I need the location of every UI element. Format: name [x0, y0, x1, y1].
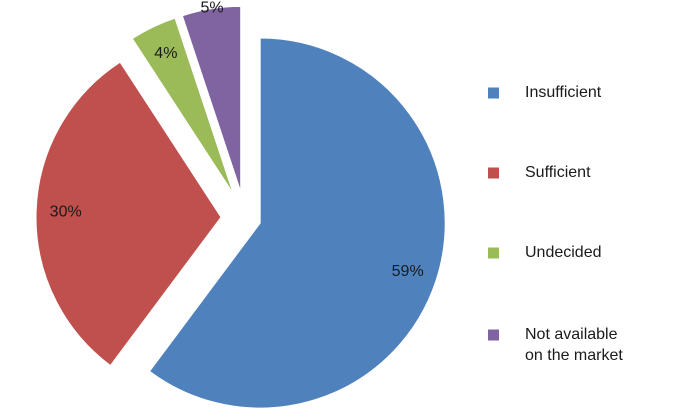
slice-label-not-available-on-the-market: 5%	[200, 0, 223, 16]
legend-label-sufficient: Sufficient	[525, 164, 591, 181]
legend-label-undecided: Undecided	[525, 244, 602, 261]
legend-swatch-undecided	[488, 247, 499, 259]
pie-slice-labels: 59% 30% 4% 5%	[50, 0, 424, 280]
pie-slice-insufficient	[148, 37, 446, 409]
legend-label-not-available-on-the-market-line-1: Not available	[525, 326, 618, 343]
pie-slice-not-available-on-the-market	[181, 5, 242, 192]
legend-label-insufficient: Insufficient	[525, 84, 602, 101]
legend: Insufficient Sufficient Undecided Not avail…	[488, 84, 623, 364]
legend-label-not-available-on-the-market-line-2: on the market	[525, 347, 623, 364]
slice-label-undecided: 4%	[154, 45, 177, 62]
pie-slice-sufficient	[35, 61, 222, 367]
legend-swatch-sufficient	[488, 167, 499, 179]
slice-label-sufficient: 30%	[50, 203, 82, 220]
slice-label-insufficient: 59%	[392, 263, 424, 280]
legend-swatch-insufficient	[488, 87, 499, 99]
pie-slices	[35, 5, 446, 409]
pie-slice-undecided	[131, 17, 234, 194]
legend-swatch-not-available-on-the-market	[488, 329, 499, 341]
